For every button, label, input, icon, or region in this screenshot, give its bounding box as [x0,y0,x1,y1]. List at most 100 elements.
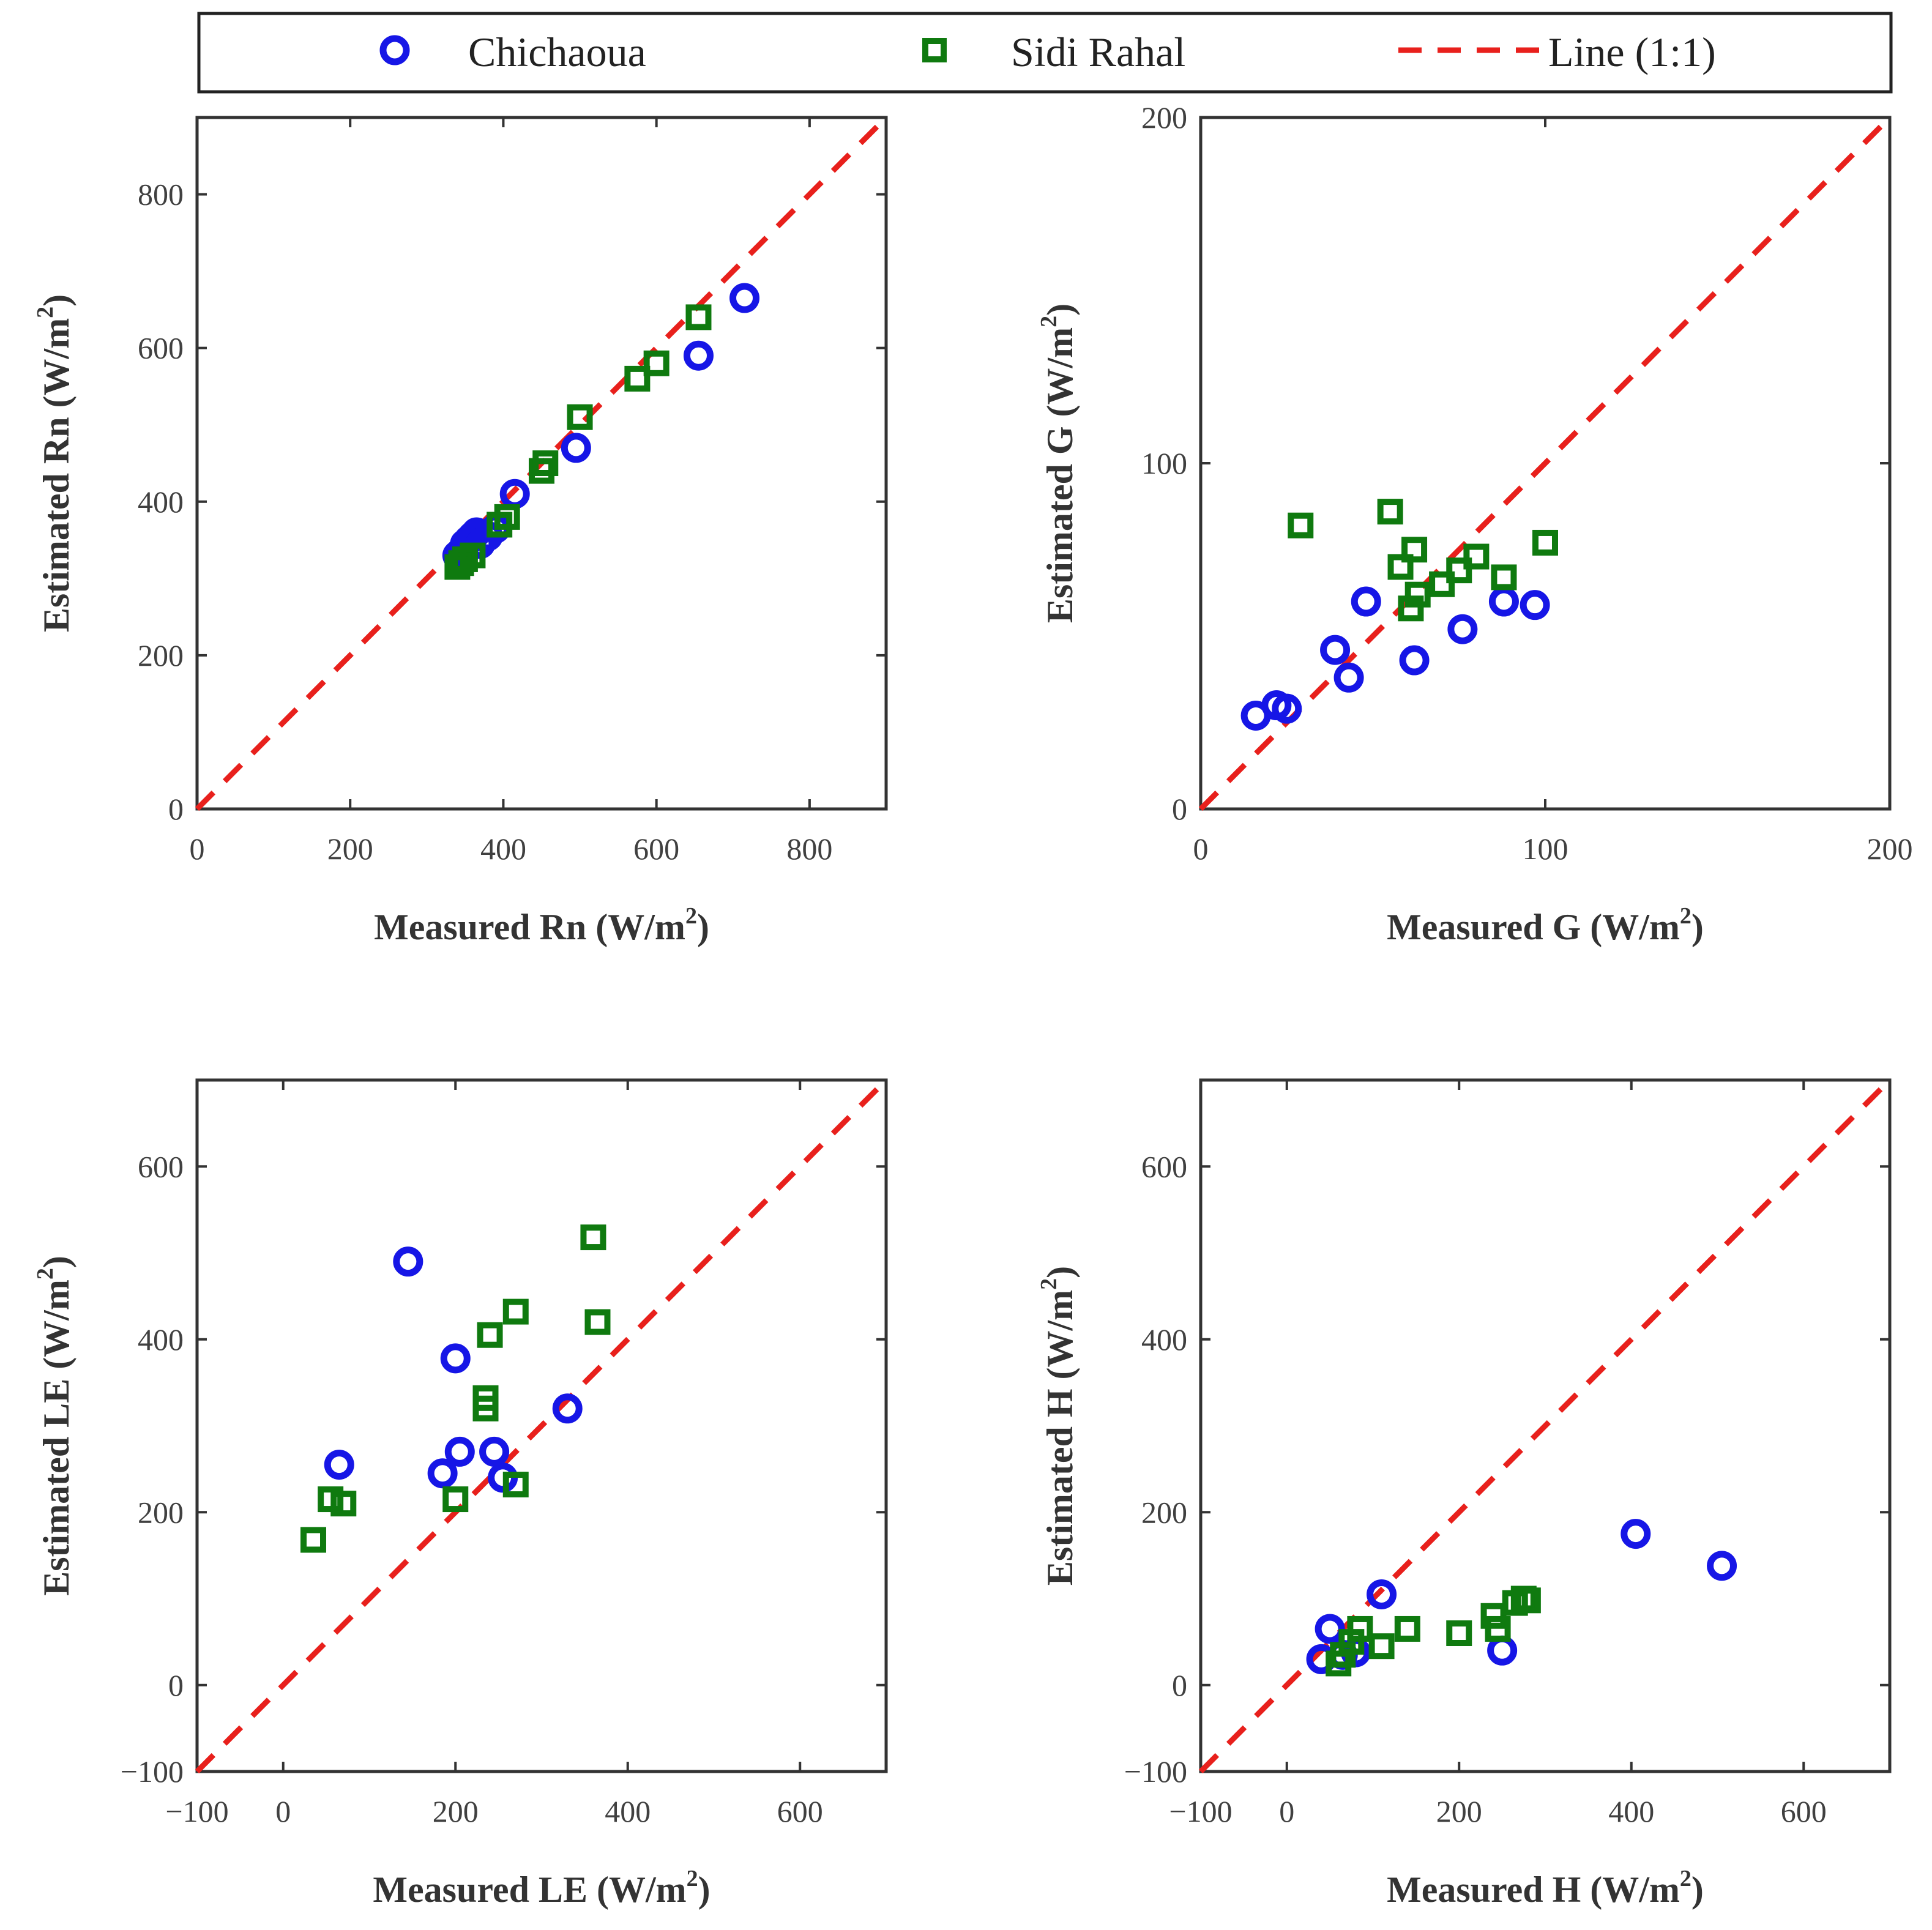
point-sidi-rahal-le [330,1491,357,1517]
point-chichaoua-g [1351,586,1381,617]
point-chichaoua-g [1488,586,1519,617]
panel-rn-marks: 0 200 400 600 800 0 200 400 600 800 [138,115,889,866]
x-tick-label-g: 100 [1523,832,1568,866]
plot-area-h [1199,1078,1892,1773]
point-sidi-rahal-g [1288,512,1314,538]
y-tick-label-le: 0 [168,1668,184,1702]
point-chichaoua-h [1315,1614,1345,1644]
y-tick-label-g: 0 [1172,792,1187,826]
point-sidi-rahal-rn [532,450,559,476]
panel-le-ylabel: Estimated LE (W/m2) [32,1256,76,1596]
point-sidi-rahal-g [1401,537,1428,563]
point-sidi-rahal-g [1532,529,1558,556]
x-tick-label-le: −100 [165,1794,228,1828]
point-sidi-rahal-le [502,1298,529,1325]
point-sidi-rahal-g [1491,564,1517,591]
x-tick-label-rn: 400 [480,832,526,866]
x-tick-label-h: 0 [1279,1794,1294,1828]
point-sidi-rahal-h [1485,1615,1511,1642]
legend-sidi-rahal-label: Sidi Rahal [1011,29,1185,75]
point-chichaoua-h [1487,1635,1518,1666]
x-tick-label-le: 600 [777,1794,823,1828]
y-tick-label-rn: 400 [138,485,184,519]
panel-h-xlabel: Measured H (W/m2) [1387,1866,1704,1910]
panel-h-ylabel: Estimated H (W/m2) [1036,1266,1080,1585]
y-tick-label-rn: 0 [168,792,184,826]
point-sidi-rahal-h [1480,1603,1507,1629]
x-tick-label-le: 0 [275,1794,291,1828]
x-tick-label-le: 400 [605,1794,651,1828]
point-chichaoua-rn [683,340,714,371]
point-sidi-rahal-le [318,1486,344,1513]
point-sidi-rahal-rn [685,304,712,330]
point-sidi-rahal-rn [567,404,593,430]
one-to-one-line-g [1198,115,1892,811]
panel-h-marks: −100 0 200 400 600 −100 0 200 400 600 [1124,1078,1892,1828]
y-tick-label-rn: 800 [138,177,184,212]
panel-h: −100 0 200 400 600 −100 0 200 400 600 Measured H … [1036,1078,1892,1910]
point-chichaoua-le [440,1343,471,1374]
x-tick-label-h: −100 [1169,1794,1232,1828]
point-sidi-rahal-rn [624,365,651,392]
point-sidi-rahal-g [1446,557,1472,584]
point-sidi-rahal-rn [460,542,486,568]
point-sidi-rahal-h [1347,1615,1373,1642]
x-tick-label-le: 200 [433,1794,479,1828]
panel-rn: 0 200 400 600 800 0 200 400 600 800 Measured Rn (… [32,115,889,947]
point-sidi-rahal-le [472,1385,499,1411]
point-chichaoua-h [1621,1519,1651,1549]
point-chichaoua-le [393,1246,423,1277]
panel-g: 0 100 200 0 100 200 Measured G (W/m2) Estimat… [1036,100,1913,947]
y-tick-label-g: 100 [1141,446,1187,480]
x-tick-label-g: 0 [1193,832,1209,866]
y-tick-label-h: 0 [1172,1668,1187,1702]
y-tick-label-h: 400 [1141,1322,1187,1357]
legend-chichaoua-label: Chichaoua [468,29,646,75]
point-chichaoua-rn [729,283,760,313]
point-sidi-rahal-g [1404,581,1431,608]
one-to-one-line-le [195,1078,889,1774]
point-sidi-rahal-h [1446,1620,1472,1646]
y-tick-label-h: 200 [1141,1495,1187,1529]
point-sidi-rahal-g [1377,499,1403,525]
y-tick-label-h: 600 [1141,1149,1187,1183]
y-tick-label-le: 200 [138,1495,184,1529]
y-tick-label-g: 200 [1141,100,1187,135]
panel-g-marks: 0 100 200 0 100 200 [1141,100,1913,866]
point-sidi-rahal-le [502,1472,529,1498]
panel-le-marks: −100 0 200 400 600 −100 0 200 400 600 [121,1078,889,1828]
x-tick-label-rn: 200 [327,832,373,866]
point-sidi-rahal-le [300,1527,327,1553]
point-sidi-rahal-g [1387,554,1414,580]
point-chichaoua-g [1333,662,1364,693]
panel-rn-ylabel: Estimated Rn (W/m2) [32,294,76,632]
point-sidi-rahal-rn [494,504,520,530]
y-tick-label-le: 600 [138,1149,184,1183]
legend-sidi-rahal-marker [922,38,947,62]
x-tick-label-rn: 0 [190,832,205,866]
point-sidi-rahal-le [584,1309,611,1335]
panel-le: −100 0 200 400 600 −100 0 200 400 600 Measured LE… [32,1078,889,1910]
x-tick-label-h: 400 [1608,1794,1654,1828]
panel-rn-xlabel: Measured Rn (W/m2) [374,903,709,947]
point-chichaoua-le [324,1450,354,1480]
point-chichaoua-le [444,1436,475,1467]
legend-box [197,12,1893,94]
point-sidi-rahal-le [580,1224,606,1251]
point-chichaoua-le [427,1458,458,1489]
panel-g-ylabel: Estimated G (W/m2) [1036,304,1080,623]
point-chichaoua-h [1707,1551,1737,1581]
legend: Chichaoua Sidi Rahal Line (1:1) [197,12,1893,94]
x-tick-label-h: 200 [1436,1794,1482,1828]
x-tick-label-rn: 600 [633,832,679,866]
point-sidi-rahal-g [1463,543,1490,570]
plot-area-rn [195,116,888,811]
point-sidi-rahal-h [1368,1633,1395,1660]
point-chichaoua-g [1447,614,1478,644]
point-chichaoua-g [1272,693,1302,724]
panel-le-xlabel: Measured LE (W/m2) [373,1866,710,1910]
point-chichaoua-rn [561,433,591,463]
x-tick-label-rn: 800 [786,832,832,866]
point-sidi-rahal-le [477,1322,503,1348]
